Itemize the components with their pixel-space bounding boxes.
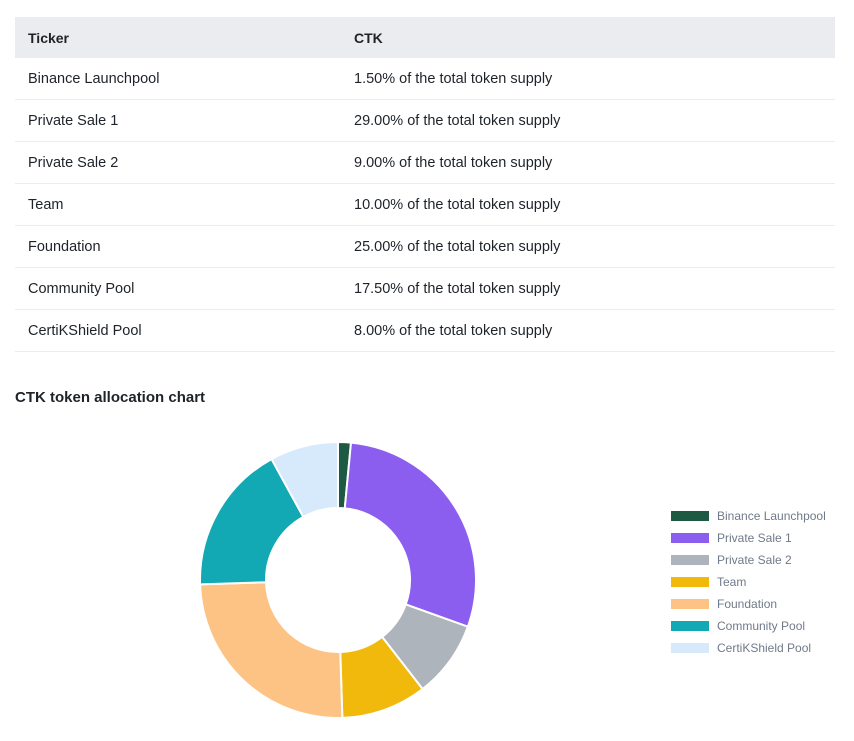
legend-label: Community Pool — [717, 619, 806, 633]
table-row: Binance Launchpool 1.50% of the total to… — [15, 58, 835, 100]
chart-legend: Binance Launchpool Private Sale 1 Private … — [671, 505, 826, 659]
table-row: Foundation 25.00% of the total token sup… — [15, 226, 835, 268]
row-value: 8.00% of the total token supply — [354, 322, 553, 339]
row-label: Team — [28, 196, 64, 213]
table-header: Ticker CTK — [15, 17, 835, 58]
row-label: CertiKShield Pool — [28, 322, 142, 339]
legend-swatch — [671, 643, 709, 653]
legend-item[interactable]: Private Sale 1 — [671, 527, 826, 549]
row-label: Foundation — [28, 238, 101, 255]
legend-label: Binance Launchpool — [717, 509, 826, 523]
legend-item[interactable]: Community Pool — [671, 615, 826, 637]
header-ctk: CTK — [354, 29, 383, 46]
legend-label: CertiKShield Pool — [717, 641, 812, 655]
row-value: 29.00% of the total token supply — [354, 112, 561, 129]
legend-label: Foundation — [717, 597, 778, 611]
legend-swatch — [671, 533, 709, 543]
table-row: Team 10.00% of the total token supply — [15, 184, 835, 226]
legend-item[interactable]: Team — [671, 571, 826, 593]
row-value: 1.50% of the total token supply — [354, 70, 553, 87]
legend-swatch — [671, 621, 709, 631]
legend-label: Private Sale 1 — [717, 531, 792, 545]
legend-item[interactable]: Binance Launchpool — [671, 505, 826, 527]
row-value: 25.00% of the total token supply — [354, 238, 561, 255]
legend-swatch — [671, 577, 709, 587]
table-row: Community Pool 17.50% of the total token… — [15, 268, 835, 310]
row-value: 17.50% of the total token supply — [354, 280, 561, 297]
chart-title: CTK token allocation chart — [15, 389, 206, 406]
legend-label: Team — [717, 575, 747, 589]
row-label: Private Sale 1 — [28, 112, 119, 129]
legend-item[interactable]: Foundation — [671, 593, 826, 615]
row-label: Community Pool — [28, 280, 135, 297]
table-row: Private Sale 1 29.00% of the total token… — [15, 100, 835, 142]
legend-swatch — [671, 511, 709, 521]
row-label: Binance Launchpool — [28, 70, 160, 87]
legend-item[interactable]: Private Sale 2 — [671, 549, 826, 571]
legend-item[interactable]: CertiKShield Pool — [671, 637, 826, 659]
donut-slice-certikshield-pool[interactable] — [270, 440, 339, 519]
row-value: 10.00% of the total token supply — [354, 196, 561, 213]
row-label: Private Sale 2 — [28, 154, 119, 171]
donut-slice-private-sale-1[interactable] — [343, 441, 477, 629]
row-value: 9.00% of the total token supply — [354, 154, 553, 171]
legend-swatch — [671, 555, 709, 565]
donut-slice-foundation[interactable] — [199, 581, 344, 719]
legend-label: Private Sale 2 — [717, 553, 792, 567]
allocation-table: Ticker CTK Binance Launchpool 1.50% of t… — [15, 17, 835, 352]
table-row: CertiKShield Pool 8.00% of the total tok… — [15, 310, 835, 352]
legend-swatch — [671, 599, 709, 609]
header-ticker: Ticker — [28, 29, 69, 46]
table-row: Private Sale 2 9.00% of the total token … — [15, 142, 835, 184]
